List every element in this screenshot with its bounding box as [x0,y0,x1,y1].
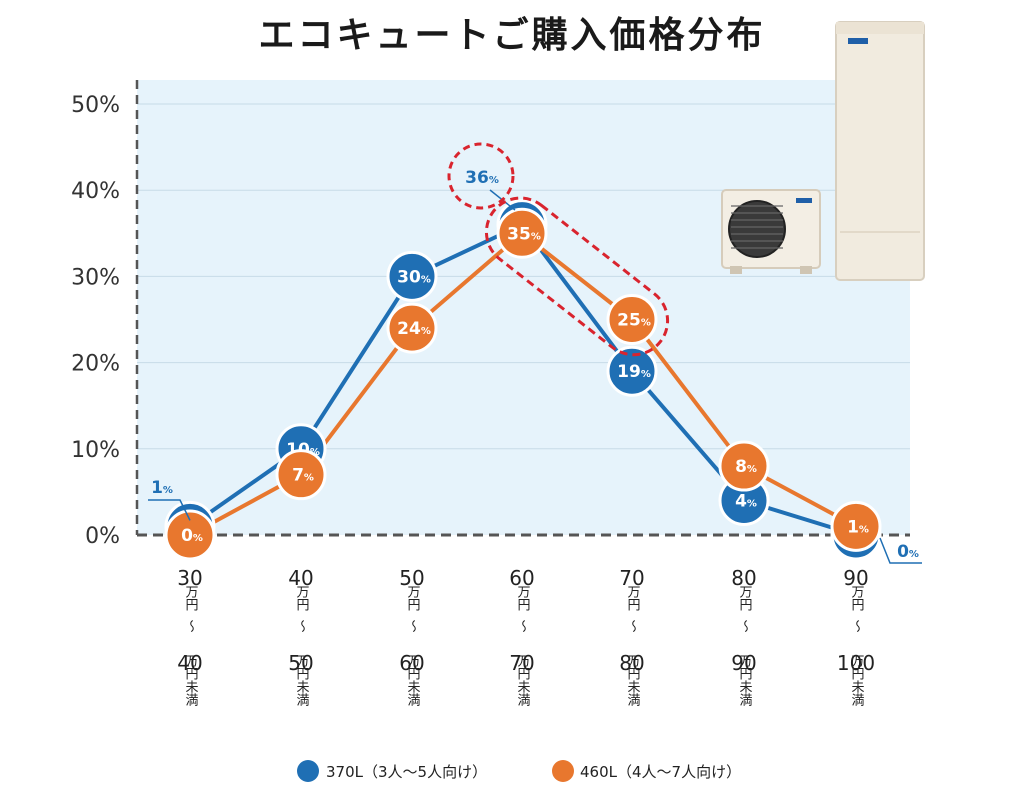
chart-title: エコキュートご購入価格分布 [258,15,766,56]
x-label-to-unit: 万円未満 [625,654,641,706]
unit-logo [796,198,812,203]
legend: 370L（3人〜5人向け） 460L（4人〜7人向け） [297,760,741,782]
data-point-marker [164,509,216,561]
legend-item: 460L（4人〜7人向け） [552,760,741,782]
x-label-from: 60 [509,566,534,590]
tank-body [835,21,925,281]
y-tick-label: 10% [71,438,120,463]
unit-foot [730,266,742,274]
unit-fan [728,200,786,258]
data-point-marker [496,207,548,259]
x-label-tilde: 〜 [515,620,530,633]
data-point-marker [606,294,658,345]
x-label-from: 80 [731,566,756,590]
x-label-tilde: 〜 [737,620,752,633]
x-label-from: 30 [177,566,202,590]
data-label-callout-370l: 0% [879,537,922,564]
plot-background [137,80,910,535]
data-point-460l: 35% [496,207,548,259]
data-point-460l: 24% [386,302,438,354]
x-label-to-unit: 万円未満 [515,654,531,706]
callout-leader [879,537,922,564]
x-label-to: 50 [288,651,313,675]
data-label: 0% [897,542,919,562]
data-point-460l: 7% [275,449,327,501]
data-point-370l: 30% [386,250,438,302]
y-tick-label: 0% [85,524,120,549]
callout-leader [148,499,191,521]
peak-highlight-ring [447,142,515,210]
range-highlight-band [484,196,670,357]
tank-top [836,22,924,34]
x-label-to-unit: 万円未満 [183,654,199,706]
x-label-tilde: 〜 [183,620,198,633]
legend-swatch [552,760,574,782]
data-point-marker [718,440,770,492]
y-tick-label: 20% [71,352,120,377]
data-point-460l: 8% [718,440,770,492]
data-point-460l: 25% [606,294,658,345]
x-label-tilde: 〜 [849,620,864,633]
x-label-to: 70 [509,651,534,675]
heat-pump-outdoor-unit-icon [721,189,821,274]
x-label-to: 90 [731,651,756,675]
data-point-marker [386,302,438,354]
unit-foot [800,266,812,274]
y-tick-label: 30% [71,265,120,290]
data-point-marker [275,449,327,501]
data-point-460l: 0% [164,509,216,561]
data-point-460l: 1% [830,500,882,552]
y-tick-label: 40% [71,179,120,204]
x-label-to-unit: 万円未満 [405,654,421,706]
x-label-from-unit: 万円 [515,585,531,611]
x-label-from-unit: 万円 [294,585,310,611]
x-label-from-unit: 万円 [405,585,421,611]
x-label-tilde: 〜 [294,620,309,633]
y-tick-label: 50% [71,93,120,118]
x-label-to: 100 [837,651,875,675]
x-label-from: 50 [399,566,424,590]
x-label-to: 40 [177,651,202,675]
tank-logo [848,38,868,44]
legend-item: 370L（3人〜5人向け） [297,760,487,782]
x-label-from-unit: 万円 [625,585,641,611]
x-label-tilde: 〜 [405,620,420,633]
x-label-from: 90 [843,566,868,590]
x-label-from: 70 [619,566,644,590]
data-point-marker [830,500,882,552]
legend-label: 460L（4人〜7人向け） [580,763,741,781]
x-label-to-unit: 万円未満 [294,654,310,706]
legend-swatch [297,760,319,782]
x-label-to: 80 [619,651,644,675]
x-label-from: 40 [288,566,313,590]
data-point-marker [386,250,438,302]
hot-water-storage-tank-icon [835,21,925,281]
x-label-tilde: 〜 [625,620,640,633]
x-label-from-unit: 万円 [849,585,865,611]
legend-label: 370L（3人〜5人向け） [326,763,487,781]
data-point-marker [606,345,658,397]
x-label-to-unit: 万円未満 [737,654,753,706]
x-label-to-unit: 万円未満 [849,654,865,706]
x-label-from-unit: 万円 [183,585,199,611]
x-label-to: 60 [399,651,424,675]
x-label-from-unit: 万円 [737,585,753,611]
data-point-370l: 19% [606,345,658,397]
